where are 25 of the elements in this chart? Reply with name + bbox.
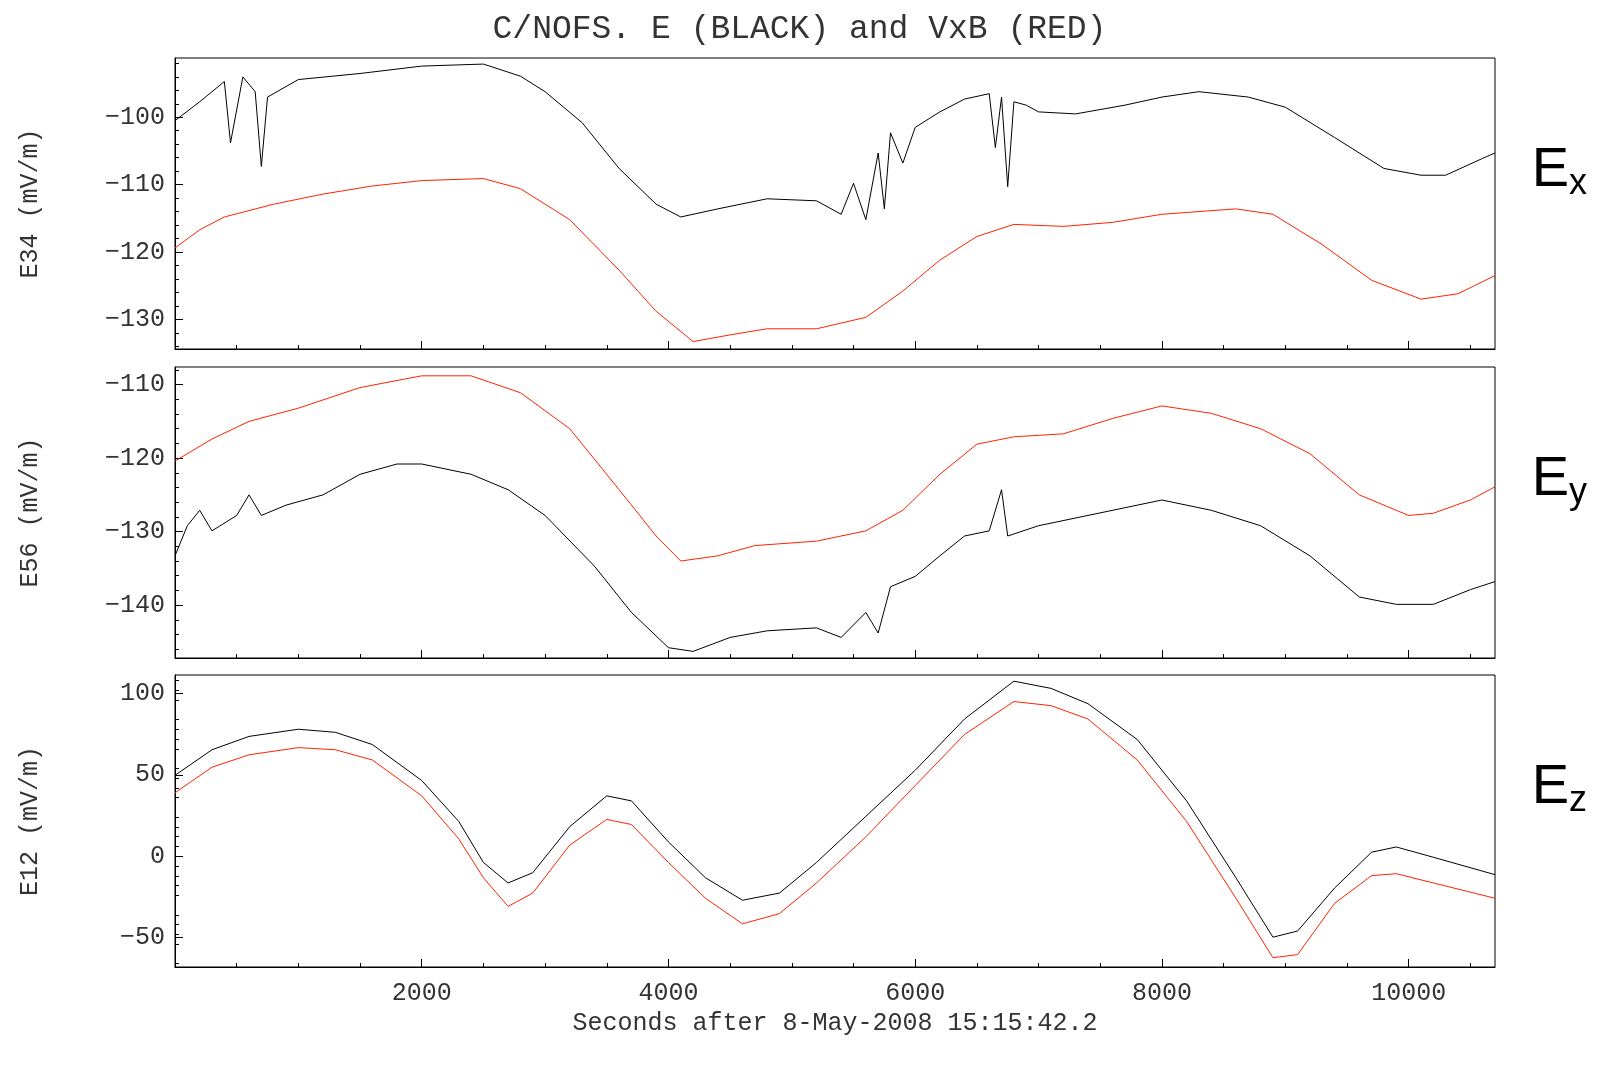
chart-title: C/NOFS. E (BLACK) and VxB (RED) <box>492 11 1107 48</box>
y-tick-label: 100 <box>119 678 165 708</box>
y-tick-label: −110 <box>104 170 165 200</box>
line-series <box>174 178 1496 343</box>
x-axis-title: Seconds after 8-May-2008 15:15:42.2 <box>572 1008 1098 1038</box>
y-tick-label: −50 <box>119 923 165 953</box>
y-tick-label: −130 <box>104 304 165 334</box>
x-tick-label: 8000 <box>1131 979 1192 1008</box>
x-tick-label: 4000 <box>638 979 699 1008</box>
y-tick-label: −110 <box>104 370 165 400</box>
x-tick-label: 6000 <box>885 979 946 1008</box>
y-tick-label: −120 <box>104 443 165 473</box>
y-axis-title: E34 (mV/m) <box>16 128 45 279</box>
x-tick-label: 10000 <box>1371 979 1447 1008</box>
y-tick-label: −120 <box>104 237 165 267</box>
y-axis-title: E12 (mV/m) <box>16 745 45 897</box>
y-tick-label: 0 <box>149 841 165 871</box>
y-axis-title: E56 (mV/m) <box>16 437 45 588</box>
y-tick-label: 50 <box>134 760 165 790</box>
line-series <box>174 701 1496 959</box>
line-series <box>174 375 1496 562</box>
y-tick-label: −100 <box>104 102 165 132</box>
y-tick-label: −130 <box>104 517 165 547</box>
y-tick-label: −140 <box>104 590 165 620</box>
x-tick-label: 2000 <box>391 979 452 1008</box>
